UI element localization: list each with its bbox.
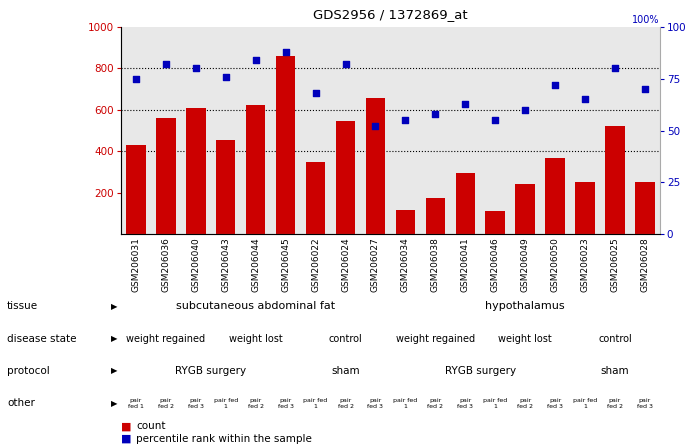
Text: count: count bbox=[136, 421, 166, 432]
Text: RYGB surgery: RYGB surgery bbox=[445, 366, 515, 376]
Point bbox=[609, 65, 621, 72]
Bar bbox=[635, 182, 654, 234]
Text: pair
fed 2: pair fed 2 bbox=[607, 398, 623, 409]
Bar bbox=[455, 173, 475, 234]
Point bbox=[370, 123, 381, 130]
Point bbox=[490, 117, 501, 124]
Bar bbox=[396, 210, 415, 234]
Bar bbox=[276, 56, 295, 234]
Text: weight regained: weight regained bbox=[396, 333, 475, 344]
Text: hypothalamus: hypothalamus bbox=[485, 301, 565, 311]
Bar bbox=[156, 118, 176, 234]
Text: pair
fed 2: pair fed 2 bbox=[337, 398, 354, 409]
Point bbox=[430, 111, 441, 118]
Text: 100%: 100% bbox=[632, 15, 660, 24]
Text: weight lost: weight lost bbox=[498, 333, 552, 344]
Text: RYGB surgery: RYGB surgery bbox=[176, 366, 246, 376]
Text: protocol: protocol bbox=[7, 366, 50, 376]
Text: pair
fed 2: pair fed 2 bbox=[517, 398, 533, 409]
Text: pair
fed 3: pair fed 3 bbox=[188, 398, 204, 409]
Text: sham: sham bbox=[331, 366, 360, 376]
Text: percentile rank within the sample: percentile rank within the sample bbox=[136, 434, 312, 444]
Text: pair
fed 3: pair fed 3 bbox=[457, 398, 473, 409]
Text: pair fed
1: pair fed 1 bbox=[483, 398, 507, 409]
Bar bbox=[486, 211, 505, 234]
Point bbox=[250, 56, 261, 63]
Bar bbox=[216, 140, 236, 234]
Text: pair
fed 2: pair fed 2 bbox=[427, 398, 444, 409]
Text: other: other bbox=[7, 398, 35, 408]
Bar bbox=[336, 121, 355, 234]
Text: tissue: tissue bbox=[7, 301, 38, 311]
Point bbox=[190, 65, 201, 72]
Text: pair fed
1: pair fed 1 bbox=[214, 398, 238, 409]
Text: disease state: disease state bbox=[7, 333, 77, 344]
Point bbox=[220, 73, 231, 80]
Text: pair fed
1: pair fed 1 bbox=[573, 398, 597, 409]
Bar bbox=[545, 158, 565, 234]
Text: weight regained: weight regained bbox=[126, 333, 205, 344]
Point bbox=[520, 106, 531, 113]
Bar bbox=[366, 98, 385, 234]
Text: pair
fed 3: pair fed 3 bbox=[547, 398, 563, 409]
Point bbox=[310, 90, 321, 97]
Bar bbox=[186, 108, 205, 234]
Point bbox=[400, 117, 411, 124]
Text: ■: ■ bbox=[121, 434, 131, 444]
Point bbox=[340, 60, 351, 67]
Text: sham: sham bbox=[600, 366, 630, 376]
Text: control: control bbox=[598, 333, 632, 344]
Text: pair
fed 3: pair fed 3 bbox=[278, 398, 294, 409]
Bar bbox=[515, 184, 535, 234]
Bar bbox=[605, 127, 625, 234]
Text: pair
fed 2: pair fed 2 bbox=[158, 398, 174, 409]
Bar bbox=[126, 145, 146, 234]
Bar bbox=[306, 162, 325, 234]
Text: ▶: ▶ bbox=[111, 366, 117, 376]
Bar bbox=[576, 182, 595, 234]
Point bbox=[639, 85, 650, 92]
Point bbox=[131, 75, 142, 82]
Point bbox=[549, 81, 560, 88]
Text: weight lost: weight lost bbox=[229, 333, 283, 344]
Bar bbox=[426, 198, 445, 234]
Text: pair
fed 3: pair fed 3 bbox=[368, 398, 384, 409]
Text: ▶: ▶ bbox=[111, 399, 117, 408]
Text: subcutaneous abdominal fat: subcutaneous abdominal fat bbox=[176, 301, 335, 311]
Text: pair fed
1: pair fed 1 bbox=[393, 398, 417, 409]
Text: control: control bbox=[329, 333, 362, 344]
Point bbox=[160, 60, 171, 67]
Text: pair
fed 2: pair fed 2 bbox=[247, 398, 264, 409]
Text: pair fed
1: pair fed 1 bbox=[303, 398, 328, 409]
Point bbox=[460, 100, 471, 107]
Text: pair
fed 1: pair fed 1 bbox=[128, 398, 144, 409]
Point bbox=[580, 96, 591, 103]
Text: pair
fed 3: pair fed 3 bbox=[637, 398, 653, 409]
Text: GDS2956 / 1372869_at: GDS2956 / 1372869_at bbox=[313, 8, 468, 21]
Text: ▶: ▶ bbox=[111, 301, 117, 311]
Text: ■: ■ bbox=[121, 421, 131, 432]
Point bbox=[280, 48, 291, 55]
Bar bbox=[246, 105, 265, 234]
Text: ▶: ▶ bbox=[111, 334, 117, 343]
